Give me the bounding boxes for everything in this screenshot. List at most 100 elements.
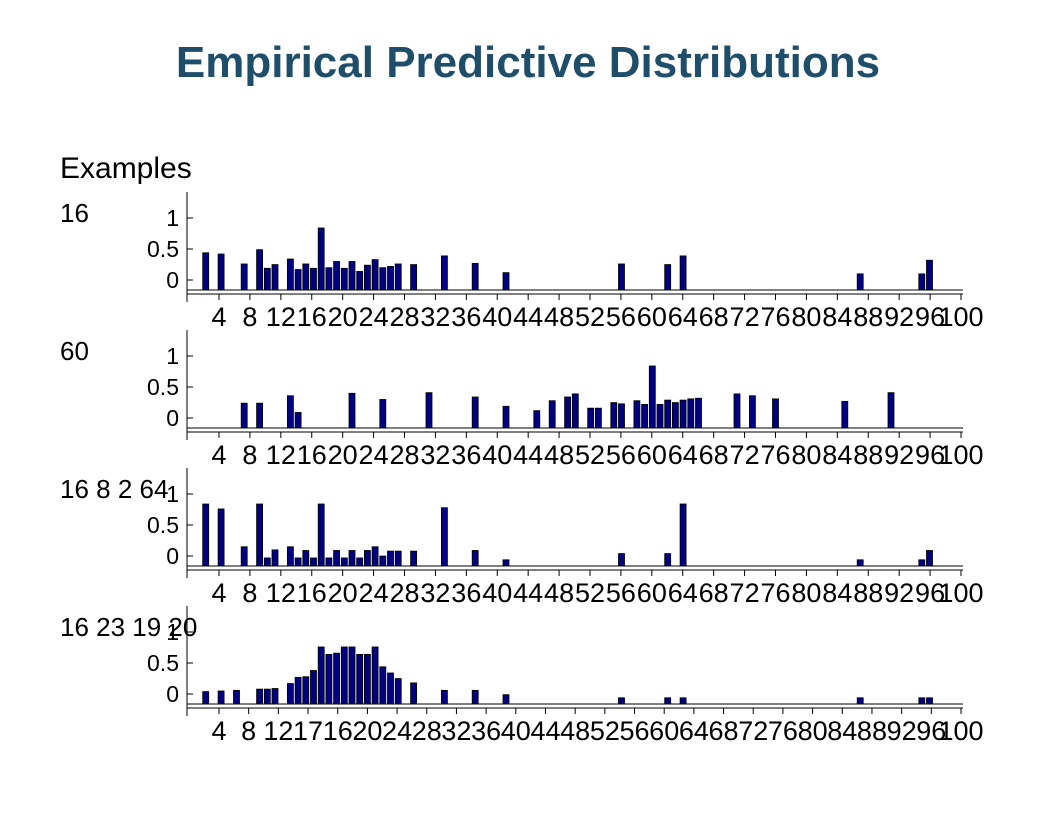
x-tick-label: 8 <box>242 302 257 332</box>
bar <box>263 267 271 291</box>
bar <box>371 546 379 567</box>
bar <box>263 557 271 567</box>
bar <box>887 392 895 429</box>
x-tick-label: 16 <box>297 440 327 470</box>
bar <box>363 654 371 705</box>
bar <box>348 261 356 291</box>
x-tick-label: 40 <box>482 578 512 608</box>
x-tick-label: 8 <box>242 578 257 608</box>
bar <box>502 694 510 705</box>
x-tick-label: 28 <box>412 716 442 746</box>
x-tick-label: 32 <box>420 302 450 332</box>
bar <box>440 507 448 567</box>
x-tick-label: 68 <box>699 440 729 470</box>
x-tick-label: 52 <box>575 440 605 470</box>
bar <box>294 676 302 705</box>
bar <box>340 646 348 705</box>
bar <box>371 259 379 291</box>
panel-label: 16 8 2 64 <box>60 474 168 504</box>
bar <box>256 503 264 567</box>
x-tick-label: 28 <box>389 302 419 332</box>
x-tick-label: 16 <box>323 716 353 746</box>
bar <box>595 407 602 429</box>
x-tick-label: 44 <box>513 440 543 470</box>
x-tick-label: 68 <box>699 302 729 332</box>
x-tick-label: 68 <box>709 716 739 746</box>
chart-header-label: Examples <box>60 152 192 185</box>
bar <box>263 688 271 705</box>
y-tick-label: 0 <box>166 681 179 707</box>
x-tick-label: 72 <box>738 716 768 746</box>
bar <box>856 273 864 291</box>
y-tick-label: 0.5 <box>147 650 179 676</box>
bar <box>286 395 294 429</box>
x-tick-label: 17 <box>293 716 323 746</box>
bar <box>302 263 310 291</box>
bar <box>749 395 756 429</box>
bar <box>618 697 625 705</box>
x-tick-label: 44 <box>530 716 560 746</box>
x-tick-label: 84 <box>822 578 852 608</box>
y-tick-label: 0 <box>166 405 179 431</box>
bar <box>679 503 687 567</box>
x-tick-label: 84 <box>827 716 857 746</box>
bar <box>310 670 317 705</box>
bar <box>410 682 418 705</box>
bar <box>502 559 510 567</box>
bar <box>618 263 625 291</box>
bar <box>679 255 687 291</box>
bar <box>286 546 294 567</box>
x-tick-label: 92 <box>884 440 914 470</box>
bar <box>610 402 618 429</box>
x-tick-label: 24 <box>382 716 412 746</box>
bar <box>348 392 356 429</box>
bar <box>471 262 479 291</box>
bar <box>202 691 210 705</box>
bar <box>333 261 341 291</box>
bar <box>217 253 225 291</box>
bar <box>394 678 402 705</box>
bar <box>256 249 264 291</box>
bar <box>379 267 387 291</box>
x-tick-label: 20 <box>352 716 382 746</box>
bar <box>571 393 579 429</box>
x-tick-label: 64 <box>668 440 698 470</box>
bar <box>664 399 672 429</box>
x-tick-label: 48 <box>544 440 574 470</box>
x-tick-label: 100 <box>938 302 983 332</box>
y-tick-label: 0.5 <box>147 236 179 262</box>
bar <box>564 396 571 429</box>
bar <box>918 697 926 705</box>
bar <box>202 503 210 567</box>
bar <box>363 550 371 567</box>
bar <box>333 550 341 567</box>
bar <box>217 690 225 705</box>
x-tick-label: 48 <box>544 302 574 332</box>
bar <box>533 410 541 429</box>
bar <box>633 400 641 429</box>
x-tick-label: 92 <box>887 716 917 746</box>
bar <box>664 553 672 567</box>
bar <box>348 646 356 705</box>
x-tick-label: 56 <box>619 716 649 746</box>
bar <box>363 264 371 291</box>
x-tick-label: 80 <box>791 440 821 470</box>
y-tick-label: 0.5 <box>147 512 179 538</box>
bar <box>587 407 595 429</box>
bar <box>240 402 248 429</box>
bar <box>733 393 741 429</box>
bar <box>687 398 695 429</box>
x-tick-label: 24 <box>359 578 389 608</box>
bar <box>271 264 279 291</box>
bar <box>286 683 294 705</box>
x-tick-label: 36 <box>451 440 481 470</box>
bar <box>256 402 264 429</box>
bar <box>325 654 333 705</box>
bar <box>471 689 479 705</box>
bar <box>679 399 687 429</box>
x-tick-label: 32 <box>420 440 450 470</box>
x-tick-label: 56 <box>606 578 636 608</box>
bar <box>926 550 933 567</box>
